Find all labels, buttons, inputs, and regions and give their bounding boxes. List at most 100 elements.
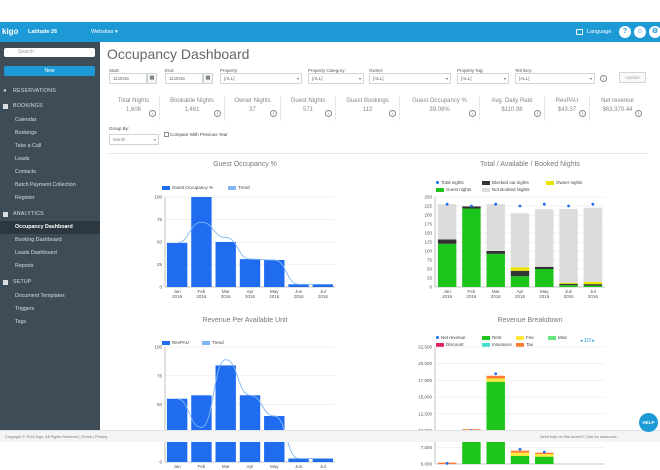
bar-guest-nights — [486, 253, 505, 287]
bar — [215, 365, 236, 462]
sidebar-item-leads[interactable]: Leads — [15, 156, 30, 162]
legend-entry: Trend — [202, 340, 224, 345]
end-date-input[interactable]: 11/2016 — [165, 73, 203, 84]
sidebar-item-leads-dashboard[interactable]: Leads Dashboard — [15, 250, 57, 256]
marker-total-nights — [567, 204, 570, 208]
info-icon[interactable]: i — [325, 110, 332, 117]
property-selector[interactable]: Latitude 26 — [28, 29, 58, 35]
x-tick-label: 2016 — [588, 294, 599, 299]
marker-total-nights — [591, 202, 595, 206]
territory-select[interactable]: [ALL] ▾ — [515, 73, 595, 84]
info-icon[interactable]: i — [214, 110, 221, 117]
help-link[interactable]: Need help on this screen? Click for reso… — [540, 435, 617, 439]
sidebar-item-booking-dashboard[interactable]: Booking Dashboard — [15, 237, 62, 243]
sidebar-item-document-templates[interactable]: Document Templates — [15, 293, 65, 299]
sidebar-item-register[interactable]: Register — [15, 195, 35, 201]
category-select[interactable]: [ALL] ▾ — [308, 73, 364, 84]
group-by-select[interactable]: Month ▾ — [109, 134, 159, 145]
search-placeholder: Search — [18, 49, 34, 55]
bar-guest-nights — [437, 243, 457, 287]
y-tick-label: 200 — [424, 213, 432, 218]
kigo-logo[interactable]: kigo — [2, 27, 19, 36]
sidebar-section-bookings[interactable]: Bookings — [0, 100, 100, 113]
sidebar-section-setup[interactable]: Setup — [0, 276, 100, 289]
bar — [312, 458, 334, 462]
y-tick-label: 50 — [427, 267, 433, 272]
settings-icon[interactable]: ⚙ — [649, 26, 660, 38]
sidebar-item-reports[interactable]: Reports — [15, 263, 34, 269]
kpi-bookable-nights: Bookable Nights 1,461 i — [160, 97, 225, 121]
update-button[interactable]: Update — [619, 72, 646, 83]
bar-rent — [486, 381, 505, 464]
search-input[interactable]: Search — [4, 48, 95, 57]
calendar-icon[interactable]: ▦ — [147, 73, 157, 84]
y-tick-label: 7,500 — [421, 445, 433, 450]
legend-pager[interactable]: ◂ 1/2 ▸ — [580, 338, 595, 344]
property-select[interactable]: [ALL] ▾ — [220, 73, 302, 84]
websites-menu[interactable]: Websites ▾ — [91, 29, 118, 35]
bar-not-booked — [510, 213, 530, 268]
y-tick-label: 150 — [424, 231, 432, 236]
tag-select[interactable]: [ALL] ▾ — [457, 73, 509, 84]
chart-revenue-breakdown: 5,0007,50010,00012,50015,00017,50020,000… — [418, 345, 605, 467]
bar-guest-nights — [583, 285, 603, 287]
user-icon[interactable]: ☺ — [634, 26, 646, 38]
compare-checkbox[interactable] — [164, 132, 169, 137]
x-tick-label: 2016 — [172, 294, 183, 299]
info-icon[interactable]: i — [270, 110, 277, 117]
x-tick-label: Mar — [222, 289, 230, 294]
x-tick-label: 2016 — [294, 294, 305, 299]
sidebar-section-analytics[interactable]: Analytics — [0, 208, 100, 221]
sidebar-item-occupancy-dashboard[interactable]: Occupancy Dashboard — [0, 221, 100, 234]
new-button[interactable]: New — [4, 66, 95, 76]
sidebar-item-tags[interactable]: Tags — [15, 319, 27, 325]
compare-label: Compare With Previous Year — [170, 132, 228, 137]
bar-blocked-nights — [462, 206, 481, 209]
y-tick-label: 125 — [424, 240, 432, 245]
y-tick-label: 12,500 — [418, 411, 432, 416]
x-tick-label: 2016 — [564, 294, 575, 299]
owner-select[interactable]: [ALL] ▾ — [369, 73, 451, 84]
marker-total-nights — [494, 202, 498, 206]
sidebar-item-contacts[interactable]: Contacts — [15, 169, 36, 175]
help-icon[interactable]: ? — [619, 26, 631, 38]
main-content: Occupancy Dashboard Start: 11/2016 ▦ End… — [100, 42, 660, 470]
bar — [288, 458, 309, 462]
info-icon[interactable]: i — [600, 75, 607, 82]
y-tick-label: 20,000 — [418, 361, 432, 366]
sidebar-item-calendar[interactable]: Calendar — [15, 117, 37, 123]
chevron-down-icon: ▾ — [589, 76, 592, 81]
x-tick-label: May — [270, 289, 279, 294]
sidebar-section-reservations[interactable]: ◂ Reservations — [3, 88, 57, 94]
chevron-down-icon: ▾ — [358, 76, 361, 81]
legend-entry: Not Booked Nights — [482, 187, 530, 192]
copyright-text: Copyright © 2016 Kigo. All Rights Reserv… — [5, 435, 108, 439]
x-tick-label: Apr — [246, 289, 254, 294]
info-icon[interactable]: i — [635, 110, 642, 117]
info-icon[interactable]: i — [469, 110, 476, 117]
help-button[interactable]: HELP — [639, 413, 658, 432]
sidebar-item-take-a-call[interactable]: Take a Call — [15, 143, 42, 149]
info-icon[interactable]: i — [534, 110, 541, 117]
sidebar-item-batch-payment[interactable]: Batch Payment Collection — [15, 182, 76, 188]
info-icon[interactable]: i — [579, 110, 586, 117]
analytics-icon — [3, 212, 8, 217]
bar-guest-nights — [510, 276, 530, 287]
y-tick-label: 0 — [429, 285, 432, 290]
chart-title-nights: Total / Available / Booked Nights — [480, 161, 580, 168]
start-label: Start: — [109, 68, 120, 73]
calendar-icon[interactable]: ▦ — [203, 73, 213, 84]
y-tick-label: 22,500 — [418, 345, 432, 350]
x-tick-label: 2016 — [515, 294, 526, 299]
marker-net-revenue — [542, 450, 546, 454]
bar — [215, 242, 236, 287]
info-icon[interactable]: i — [389, 110, 396, 117]
language-menu[interactable]: Language — [587, 29, 612, 35]
sidebar-item-triggers[interactable]: Triggers — [15, 306, 35, 312]
info-icon[interactable]: i — [149, 110, 156, 117]
y-tick-label: 100 — [154, 345, 162, 350]
sidebar-item-bookings[interactable]: Bookings — [15, 130, 37, 136]
start-date-input[interactable]: 11/2016 — [109, 73, 147, 84]
legend-entry: Tax — [516, 342, 533, 347]
kpi-guest-bookings: Guest Bookings 112 i — [336, 97, 400, 121]
